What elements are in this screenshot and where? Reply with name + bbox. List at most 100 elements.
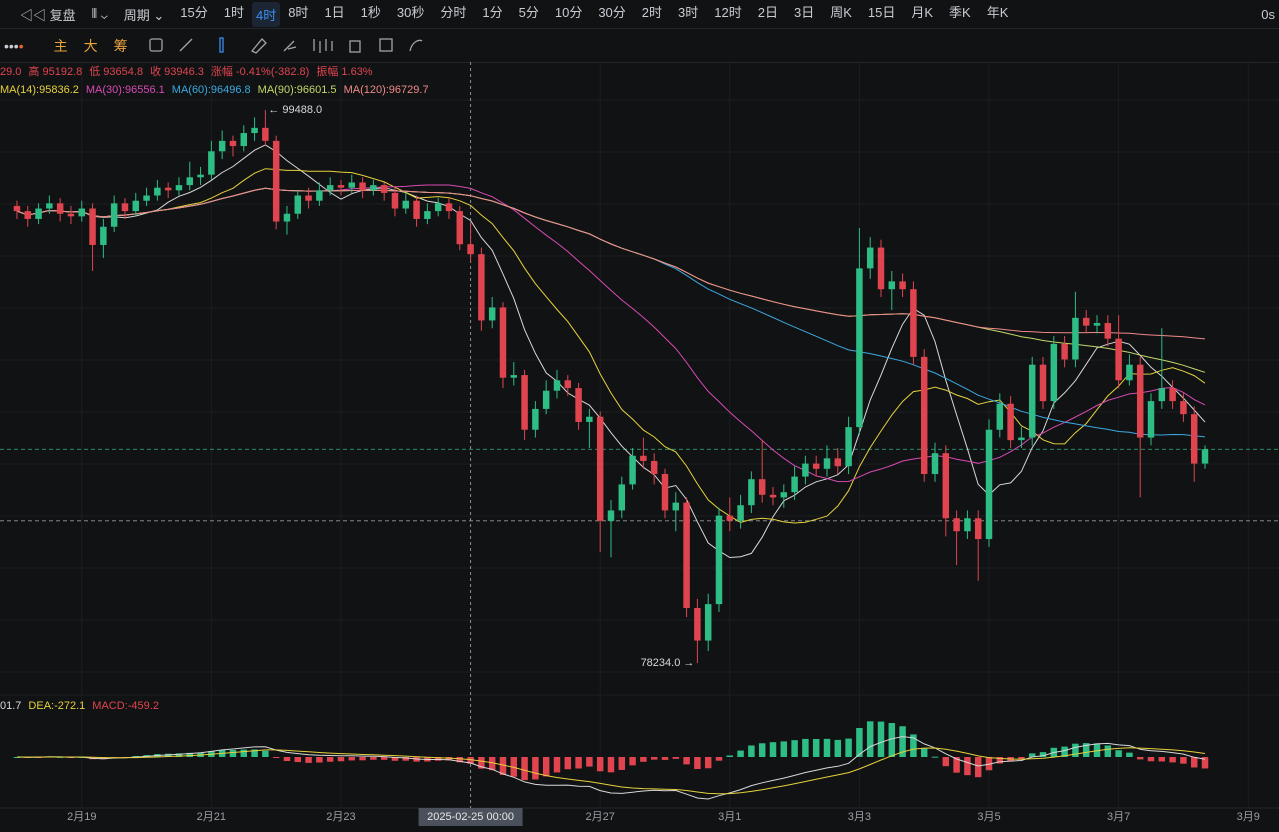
timeframe[interactable]: 月K (911, 4, 934, 20)
tool-icon[interactable] (348, 40, 361, 53)
candle-body (802, 463, 809, 477)
more[interactable]: •••• (4, 37, 24, 54)
macd-bar (650, 757, 658, 760)
indicator[interactable]: 筹 (113, 37, 128, 54)
timeframe[interactable]: 30分 (598, 4, 626, 20)
tool-icon[interactable] (179, 38, 193, 52)
timeframe[interactable]: 2日 (757, 4, 778, 20)
macd-bar (953, 757, 960, 773)
macd-bar (856, 727, 863, 757)
candle-body (553, 380, 561, 391)
candle-body (650, 460, 658, 474)
tool-icon[interactable] (218, 37, 224, 53)
timeframe[interactable]: 1分 (482, 4, 503, 20)
timeframe[interactable]: 2时 (641, 4, 663, 20)
macd-bar (780, 741, 788, 757)
candle-body (1147, 401, 1155, 438)
macd-bar (488, 757, 496, 771)
macd-bar (1169, 757, 1176, 763)
macd-bar (521, 757, 528, 781)
period-button[interactable]: 周期 ⌄ (123, 7, 165, 23)
timeframe[interactable]: 5分 (518, 4, 539, 20)
candle-body (56, 203, 64, 214)
legend-text: 29.0 (0, 66, 21, 78)
candle-body (78, 208, 86, 217)
macd-bar (812, 738, 820, 757)
macd-bar (629, 757, 636, 766)
macd-bar (553, 757, 561, 773)
timeframe[interactable]: 12时 (714, 4, 742, 20)
timeframe[interactable]: 30秒 (396, 4, 425, 20)
candle-body (586, 416, 593, 422)
candle-body (791, 476, 798, 493)
timeframe[interactable]: 15分 (180, 4, 208, 20)
timeframe[interactable]: 4时 (251, 1, 281, 27)
timeframe[interactable]: 1日 (324, 4, 345, 20)
candle-body (1093, 323, 1101, 326)
chart-type[interactable]: ⫴ ⌄ (91, 6, 108, 21)
candle-body (175, 185, 183, 191)
candle-body (737, 505, 744, 521)
timeframe[interactable]: 分时 (440, 4, 467, 20)
candle-body (575, 388, 582, 422)
candle-body (164, 187, 172, 191)
macd-bar (380, 757, 388, 760)
timeframe[interactable]: 3时 (678, 4, 699, 20)
candle-body (1007, 403, 1014, 441)
macd-bar (402, 757, 410, 761)
crosshair-label-bg (418, 808, 523, 826)
candle-body (845, 427, 852, 467)
tool-icon[interactable] (312, 39, 333, 53)
macd-bar (964, 757, 971, 776)
macd-bar (434, 757, 442, 761)
timeframe[interactable]: 10分 (554, 4, 583, 20)
tool-icon[interactable] (408, 39, 423, 52)
macd-bar (532, 757, 539, 780)
candle-body (953, 518, 960, 532)
macd-bar (337, 757, 345, 762)
candle-body (316, 190, 323, 201)
macd-bar (348, 757, 356, 761)
indicator[interactable]: 大 (83, 37, 98, 54)
tool-icon[interactable] (148, 38, 163, 52)
timeframe[interactable]: 周K (830, 4, 852, 20)
candle-body (521, 375, 528, 430)
macd-bar (1082, 743, 1090, 757)
x-tick-label: 2月27 (586, 811, 615, 823)
macd-bar (715, 757, 723, 761)
candle-body (910, 289, 917, 357)
tool-icon[interactable] (378, 38, 393, 52)
timeframe[interactable]: 3日 (793, 4, 815, 20)
candle-body (456, 211, 464, 245)
candle-body (1104, 323, 1112, 339)
macd-bar (802, 738, 809, 757)
ma-line (16, 187, 1206, 340)
candle-body (110, 203, 118, 227)
candle-body (1039, 364, 1047, 402)
legend-text: MACD:-459.2 (92, 700, 159, 712)
indicator[interactable]: 主 (53, 37, 68, 54)
replay-button[interactable]: ◁◁ 复盘 (20, 7, 76, 23)
candle-body (542, 390, 550, 409)
tool-icon[interactable] (250, 38, 267, 54)
timeframe[interactable]: 1时 (223, 4, 244, 20)
timeframe[interactable]: 季K (949, 4, 971, 20)
macd-bar (1147, 757, 1155, 762)
timeframe[interactable]: 年K (986, 4, 1009, 20)
timeframe[interactable]: 8时 (288, 4, 309, 20)
macd-bar (672, 757, 680, 759)
candle-body (391, 192, 399, 209)
tool-icon[interactable] (283, 40, 296, 52)
legend-text: DEA:-272.1 (28, 700, 85, 712)
macd-bar (845, 738, 852, 757)
timeframe[interactable]: 1秒 (360, 4, 381, 20)
candle-body (942, 453, 950, 519)
low-annotation: 78234.0 → (641, 657, 695, 669)
candle-body (769, 494, 777, 498)
timeframe[interactable]: 15日 (867, 4, 896, 20)
candle-body (1180, 401, 1187, 415)
candle-body (758, 479, 766, 495)
candle-body (262, 127, 269, 141)
candle-body (510, 375, 518, 378)
macd-bar (251, 749, 258, 757)
